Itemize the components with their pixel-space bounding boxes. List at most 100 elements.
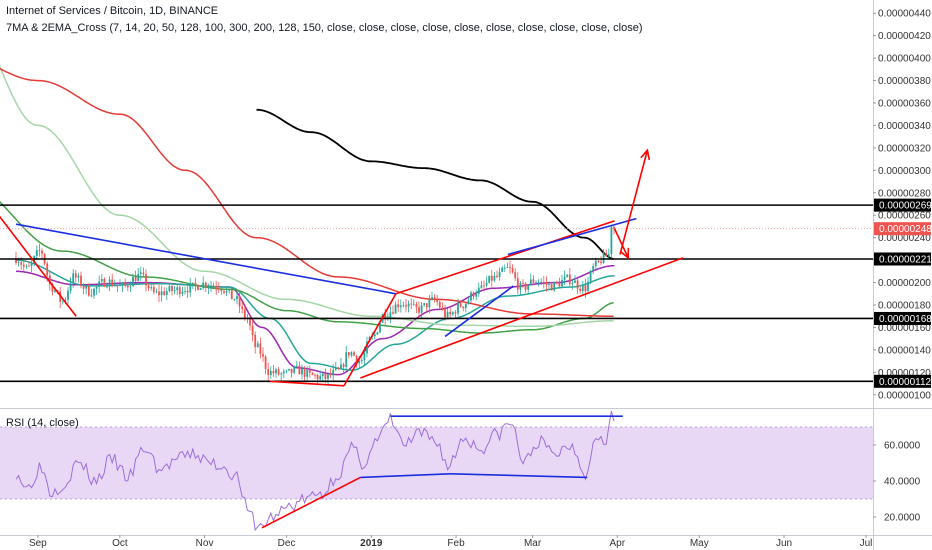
- candle-body: [353, 352, 355, 356]
- candle-body: [181, 291, 184, 295]
- candle-body: [592, 265, 595, 271]
- rsi-title[interactable]: RSI (14, close): [6, 417, 79, 429]
- candle-body: [158, 291, 160, 296]
- price-tick-label: 0.00000340: [878, 121, 931, 132]
- trend-lines[interactable]: [0, 148, 684, 387]
- price-tick-label: 0.00000380: [878, 76, 931, 87]
- candle-body: [168, 286, 171, 292]
- trend-line[interactable]: [343, 293, 397, 387]
- candle-body: [415, 303, 418, 308]
- candle-body: [563, 276, 566, 280]
- candle-body: [428, 299, 431, 308]
- candle-body: [275, 369, 277, 374]
- rsi-trend-line[interactable]: [261, 476, 361, 529]
- candle-body: [397, 304, 400, 308]
- candle-body: [581, 285, 584, 291]
- rsi-series-line: [15, 410, 615, 532]
- horizontal-levels[interactable]: [0, 204, 873, 383]
- candle-body: [217, 288, 220, 290]
- candle-body: [613, 226, 615, 229]
- candle-body: [379, 322, 381, 333]
- time-tick-label: Dec: [278, 538, 296, 549]
- candle-body: [327, 374, 329, 379]
- candle-body: [314, 374, 316, 376]
- price-badge-label: 0.00000248: [879, 224, 932, 235]
- candle-body: [480, 285, 483, 288]
- candle-body: [418, 307, 420, 313]
- time-axis[interactable]: Sep Oct Nov Dec 2019 Feb Mar Apr May Jun Jul: [29, 535, 872, 549]
- price-tick-label: 0.00000300: [878, 166, 931, 177]
- price-badge-label: 0.00000269: [879, 201, 932, 212]
- trend-line[interactable]: [507, 217, 637, 256]
- candle-body: [329, 374, 332, 376]
- price-tick-label: 0.00000140: [878, 345, 931, 356]
- rsi-trend-line[interactable]: [450, 473, 588, 479]
- price-tick-label: 0.00000420: [878, 31, 931, 42]
- candle-body: [163, 291, 166, 295]
- candle-body: [444, 308, 446, 318]
- candle-body: [498, 271, 501, 277]
- candle-body: [256, 343, 259, 348]
- price-badge-label: 0.00000168: [879, 314, 932, 325]
- candle-body: [527, 285, 530, 290]
- candle-body: [496, 275, 498, 277]
- candle-body: [93, 288, 95, 296]
- candle-body: [363, 353, 366, 361]
- candle-body: [223, 290, 225, 293]
- candle-body: [535, 282, 537, 283]
- candle-body: [610, 226, 613, 255]
- trend-line[interactable]: [270, 380, 345, 387]
- rsi-tick-label: 40.0000: [884, 477, 921, 488]
- candle-body: [332, 369, 335, 376]
- trend-line[interactable]: [360, 257, 684, 379]
- price-axis[interactable]: 0.00000100 0.00000120 0.00000140 0.00000160…: [873, 9, 932, 524]
- price-badge: [874, 252, 931, 266]
- candle-body: [197, 285, 199, 290]
- arrow-shaft[interactable]: [619, 149, 649, 255]
- trend-line[interactable]: [444, 285, 514, 338]
- candle-body: [423, 303, 426, 306]
- candle-body: [85, 286, 88, 289]
- candle-body: [199, 288, 202, 290]
- candle-body: [407, 303, 410, 307]
- trend-line[interactable]: [395, 220, 615, 295]
- candle-body: [171, 286, 173, 291]
- trend-line[interactable]: [15, 223, 397, 295]
- price-tick-label: 0.00000260: [878, 211, 931, 222]
- candle-body: [288, 368, 290, 371]
- rsi-trend-line[interactable]: [360, 473, 451, 479]
- candle-body: [431, 297, 433, 300]
- moving-average-line: [0, 65, 614, 328]
- arrow-shaft[interactable]: [613, 228, 629, 259]
- candle-body: [373, 334, 376, 337]
- arrow-head[interactable]: [619, 247, 630, 260]
- candle-body: [467, 300, 470, 304]
- candle-body: [483, 285, 485, 287]
- candle-body: [540, 281, 543, 283]
- time-tick-label: Jun: [776, 538, 792, 549]
- candle-body: [176, 287, 179, 291]
- indicator-legend[interactable]: 7MA & 2EMA_Cross (7, 14, 20, 50, 128, 10…: [6, 22, 643, 34]
- candle-body: [376, 332, 379, 335]
- candle-body: [264, 356, 267, 370]
- candle-body: [545, 282, 548, 285]
- price-badge: [874, 198, 931, 212]
- candle-body: [519, 282, 522, 290]
- candle-body: [100, 279, 103, 282]
- candle-body: [61, 301, 64, 303]
- arrow-head[interactable]: [640, 148, 651, 161]
- candle-body: [251, 325, 254, 335]
- candle-body: [95, 286, 98, 289]
- candle-body: [597, 260, 600, 262]
- candle-body: [529, 279, 532, 286]
- candle-body: [194, 282, 197, 286]
- candle-body: [472, 292, 475, 297]
- candle-body: [293, 366, 296, 373]
- trend-line[interactable]: [0, 170, 77, 317]
- candle-body: [121, 283, 124, 286]
- candle-body: [350, 352, 353, 356]
- candle-body: [511, 268, 514, 273]
- candle-body: [389, 312, 392, 318]
- candle-body: [186, 291, 189, 293]
